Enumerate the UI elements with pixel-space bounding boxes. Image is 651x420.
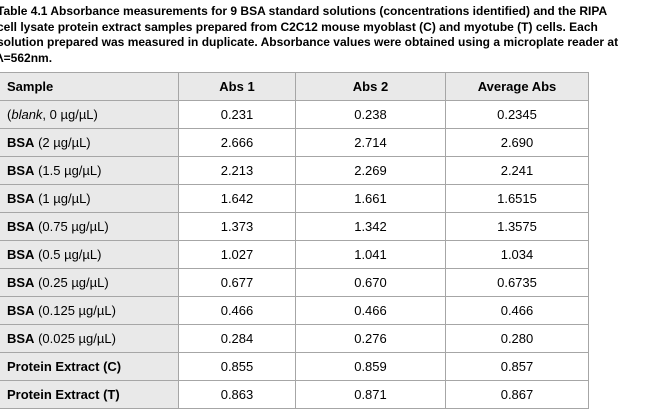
abs2-cell: 1.342 <box>295 212 446 241</box>
abs1-cell: 0.863 <box>178 380 296 409</box>
abs2-cell: 2.714 <box>295 128 446 157</box>
abs2-cell: 2.269 <box>295 156 446 185</box>
caption-line: solution prepared was measured in duplic… <box>0 35 619 49</box>
sample-post: 0.125 µg/µL) <box>42 303 116 318</box>
sample-pre: ( <box>34 275 43 290</box>
header-abs1: Abs 1 <box>178 72 296 101</box>
sample-bold: BSA <box>7 247 35 262</box>
avg-abs-cell: 0.6735 <box>445 268 589 297</box>
table-row: BSA (0.025 µg/µL) 0.284 0.276 0.280 <box>0 324 589 353</box>
sample-cell: BSA (1.5 µg/µL) <box>0 156 179 185</box>
sample-bold: BSA <box>7 303 35 318</box>
abs1-cell: 0.466 <box>178 296 296 325</box>
abs2-cell: 0.276 <box>295 324 446 353</box>
abs2-cell: 1.661 <box>295 184 446 213</box>
sample-cell: BSA (1 µg/µL) <box>0 184 179 213</box>
header-abs2: Abs 2 <box>295 72 446 101</box>
sample-cell: BSA (0.5 µg/µL) <box>0 240 179 269</box>
sample-cell: BSA (2 µg/µL) <box>0 128 179 157</box>
abs2-cell: 0.238 <box>295 100 446 129</box>
avg-abs-cell: 2.690 <box>445 128 589 157</box>
abs1-cell: 0.855 <box>178 352 296 381</box>
sample-pre: ( <box>34 247 43 262</box>
abs1-cell: 2.213 <box>178 156 296 185</box>
avg-abs-cell: 2.241 <box>445 156 589 185</box>
table-row: Protein Extract (T) 0.863 0.871 0.867 <box>0 380 589 409</box>
sample-pre: ( <box>34 303 43 318</box>
sample-post: 2 µg/µL) <box>42 135 91 150</box>
abs2-cell: 0.670 <box>295 268 446 297</box>
sample-cell: Protein Extract (T) <box>0 380 179 409</box>
sample-pre: ( <box>7 107 12 122</box>
avg-abs-cell: 0.2345 <box>445 100 589 129</box>
sample-pre: ( <box>34 191 43 206</box>
table-row: BSA (1.5 µg/µL) 2.213 2.269 2.241 <box>0 156 589 185</box>
sample-bold: BSA <box>7 219 35 234</box>
sample-post: 0.5 µg/µL) <box>42 247 102 262</box>
avg-abs-cell: 1.034 <box>445 240 589 269</box>
avg-abs-cell: 0.867 <box>445 380 589 409</box>
abs1-cell: 1.373 <box>178 212 296 241</box>
sample-post: 0.75 µg/µL) <box>42 219 109 234</box>
abs2-cell: 0.859 <box>295 352 446 381</box>
sample-bold: BSA <box>7 275 35 290</box>
abs1-cell: 1.027 <box>178 240 296 269</box>
sample-cell: (blank, 0 µg/µL) <box>0 100 179 129</box>
sample-cell: Protein Extract (C) <box>0 352 179 381</box>
sample-post: 1 µg/µL) <box>42 191 91 206</box>
abs2-cell: 0.466 <box>295 296 446 325</box>
table-row: BSA (1 µg/µL) 1.642 1.661 1.6515 <box>0 184 589 213</box>
sample-bold: BSA <box>7 191 35 206</box>
header-row: Sample Abs 1 Abs 2 Average Abs <box>0 72 589 101</box>
sample-pre: ( <box>34 219 43 234</box>
absorbance-table: Sample Abs 1 Abs 2 Average Abs (blank, 0… <box>0 72 589 409</box>
sample-post: 0.25 µg/µL) <box>42 275 109 290</box>
abs1-cell: 2.666 <box>178 128 296 157</box>
header-sample: Sample <box>0 72 179 101</box>
caption-line: cell lysate protein extract samples prep… <box>0 19 598 34</box>
sample-pre: ( <box>34 331 43 346</box>
avg-abs-cell: 0.466 <box>445 296 589 325</box>
sample-pre: ( <box>34 163 43 178</box>
sample-bold: BSA <box>7 163 35 178</box>
sample-cell: BSA (0.125 µg/µL) <box>0 296 179 325</box>
avg-abs-cell: 0.857 <box>445 352 589 381</box>
table-row: BSA (0.25 µg/µL) 0.677 0.670 0.6735 <box>0 268 589 297</box>
abs1-cell: 0.677 <box>178 268 296 297</box>
table-row: BSA (2 µg/µL) 2.666 2.714 2.690 <box>0 128 589 157</box>
header-average-abs: Average Abs <box>445 72 589 101</box>
avg-abs-cell: 1.6515 <box>445 184 589 213</box>
avg-abs-cell: 0.280 <box>445 324 589 353</box>
sample-post: 0.025 µg/µL) <box>42 331 116 346</box>
sample-post: , 0 µg/µL) <box>42 107 98 122</box>
sample-bold: BSA <box>7 331 35 346</box>
abs1-cell: 0.284 <box>178 324 296 353</box>
table-row: (blank, 0 µg/µL) 0.231 0.238 0.2345 <box>0 100 589 129</box>
sample-bold: BSA <box>7 135 35 150</box>
sample-bold: Protein Extract (T) <box>7 387 120 402</box>
abs1-cell: 1.642 <box>178 184 296 213</box>
avg-abs-cell: 1.3575 <box>445 212 589 241</box>
sample-italic: blank <box>11 107 43 122</box>
abs2-cell: 0.871 <box>295 380 446 409</box>
sample-pre: ( <box>34 135 43 150</box>
table-row: BSA (0.75 µg/µL) 1.373 1.342 1.3575 <box>0 212 589 241</box>
caption-line: Table 4.1 Absorbance measurements for 9 … <box>0 4 608 18</box>
table-row: Protein Extract (C) 0.855 0.859 0.857 <box>0 352 589 381</box>
caption-line: λ=562nm. <box>0 50 53 65</box>
sample-bold: Protein Extract (C) <box>7 359 122 374</box>
table-caption: Table 4.1 Absorbance measurements for 9 … <box>0 4 651 66</box>
table-row: BSA (0.125 µg/µL) 0.466 0.466 0.466 <box>0 296 589 325</box>
sample-cell: BSA (0.25 µg/µL) <box>0 268 179 297</box>
sample-cell: BSA (0.025 µg/µL) <box>0 324 179 353</box>
abs1-cell: 0.231 <box>178 100 296 129</box>
abs2-cell: 1.041 <box>295 240 446 269</box>
sample-cell: BSA (0.75 µg/µL) <box>0 212 179 241</box>
sample-post: 1.5 µg/µL) <box>42 163 102 178</box>
table-row: BSA (0.5 µg/µL) 1.027 1.041 1.034 <box>0 240 589 269</box>
